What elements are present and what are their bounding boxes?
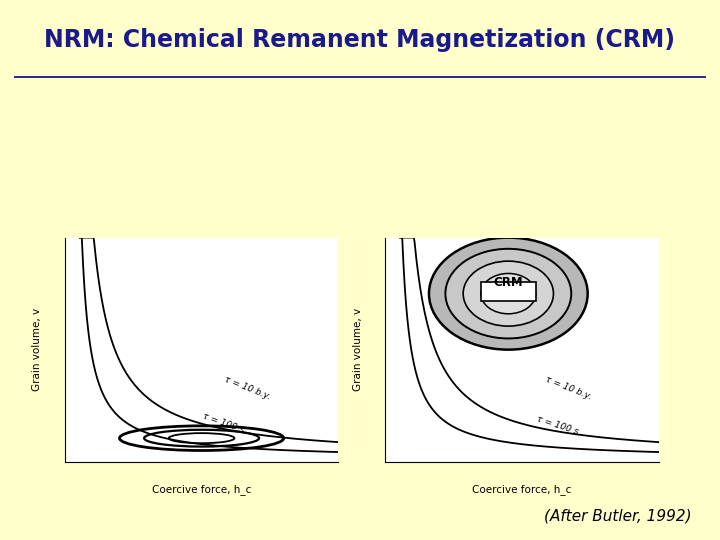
Text: Coercive force, h_c: Coercive force, h_c xyxy=(472,484,572,495)
FancyBboxPatch shape xyxy=(481,282,536,301)
Text: Grain volume, v: Grain volume, v xyxy=(32,308,42,391)
Ellipse shape xyxy=(463,261,554,326)
Ellipse shape xyxy=(446,249,571,339)
Text: (After Butler, 1992): (After Butler, 1992) xyxy=(544,509,691,524)
Text: τ = 10 b.y.: τ = 10 b.y. xyxy=(223,374,272,401)
Text: CRM: CRM xyxy=(493,276,523,289)
Text: NRM: Chemical Remanent Magnetization (CRM): NRM: Chemical Remanent Magnetization (CR… xyxy=(45,29,675,52)
Text: τ = 10 b.y.: τ = 10 b.y. xyxy=(544,374,593,401)
Text: Coercive force, h_c: Coercive force, h_c xyxy=(152,484,251,495)
Text: τ = 100 s: τ = 100 s xyxy=(536,415,580,437)
Ellipse shape xyxy=(481,273,536,314)
Text: τ = 100 s: τ = 100 s xyxy=(202,411,246,435)
Text: Grain volume, v: Grain volume, v xyxy=(353,308,363,391)
Ellipse shape xyxy=(429,238,588,350)
